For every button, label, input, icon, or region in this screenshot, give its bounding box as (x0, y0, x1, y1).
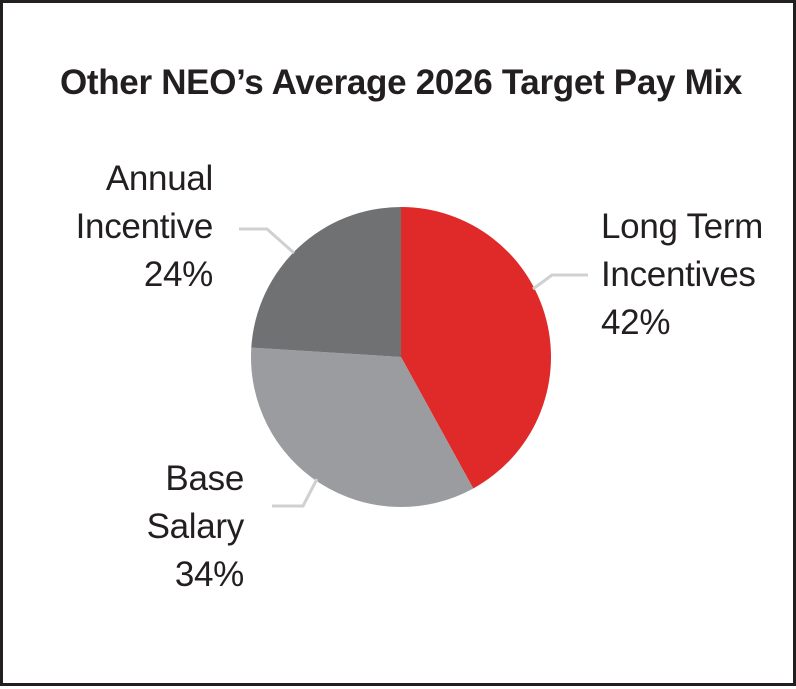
slice-percent: 24% (143, 255, 213, 294)
slice-label-line: Salary (146, 507, 245, 546)
pie-slice-long-term-incentives (401, 207, 552, 489)
pie-slice-annual-incentive (251, 207, 401, 357)
slice-label-line: Base (165, 459, 244, 498)
slice-label-annual-incentive: Annual Incentive 24% (75, 155, 214, 299)
chart-title: Other NEO’s Average 2026 Target Pay Mix (59, 63, 743, 102)
slice-percent: 42% (601, 303, 671, 342)
slice-label-line: Annual (105, 159, 213, 198)
pie-chart (239, 207, 588, 508)
leader-line-long-term-incentives (532, 273, 588, 291)
slice-label-line: Incentives (601, 255, 756, 294)
slice-label-line: Incentive (75, 207, 214, 246)
slice-label-base-salary: Base Salary 34% (146, 455, 245, 599)
slice-percent: 34% (174, 555, 244, 594)
slice-label-long-term-incentives: Long Term Incentives 42% (601, 203, 763, 347)
slice-label-line: Long Term (601, 207, 764, 246)
leader-line-base-salary (272, 478, 319, 508)
pie-slice-base-salary (251, 347, 474, 508)
leader-line-annual-incentive (239, 227, 295, 255)
